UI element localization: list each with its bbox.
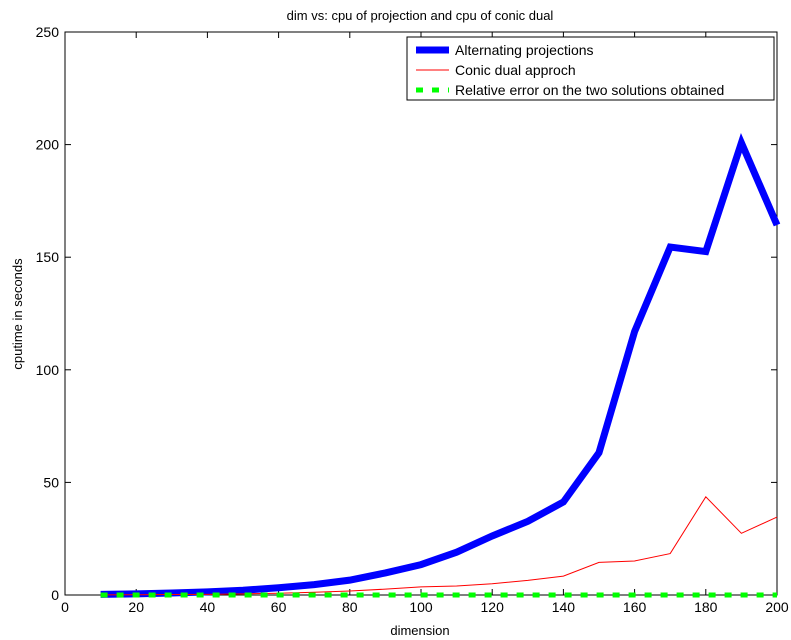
y-tick-label: 50 [43, 474, 59, 490]
y-axis-title: cputime in seconds [10, 258, 25, 370]
y-tick-label: 0 [51, 587, 59, 603]
x-tick-label: 100 [409, 599, 433, 615]
series-line-2 [100, 496, 778, 596]
x-tick-label: 40 [200, 599, 216, 615]
legend-box [406, 36, 775, 101]
x-tick-label: 120 [481, 599, 505, 615]
legend-label-1: Alternating projections [455, 42, 594, 58]
x-tick-label: 160 [623, 599, 647, 615]
x-tick-label: 140 [552, 599, 576, 615]
x-tick-label: 200 [765, 599, 789, 615]
x-tick-label: 80 [342, 599, 358, 615]
y-tick-label: 100 [36, 362, 60, 378]
plot-frame [64, 31, 778, 596]
x-axis-title: dimension [390, 623, 449, 638]
x-tick-label: 0 [61, 599, 69, 615]
y-tick-label: 150 [36, 249, 60, 265]
x-tick-label: 180 [694, 599, 718, 615]
legend-label-3: Relative error on the two solutions obta… [455, 82, 724, 98]
y-tick-label: 250 [36, 24, 60, 40]
series-line-1 [100, 132, 781, 598]
x-tick-label: 60 [271, 599, 287, 615]
x-tick-label: 20 [128, 599, 144, 615]
chart-title: dim vs: cpu of projection and cpu of con… [287, 8, 554, 23]
y-tick-label: 200 [36, 137, 60, 153]
legend-label-2: Conic dual approch [455, 62, 576, 78]
